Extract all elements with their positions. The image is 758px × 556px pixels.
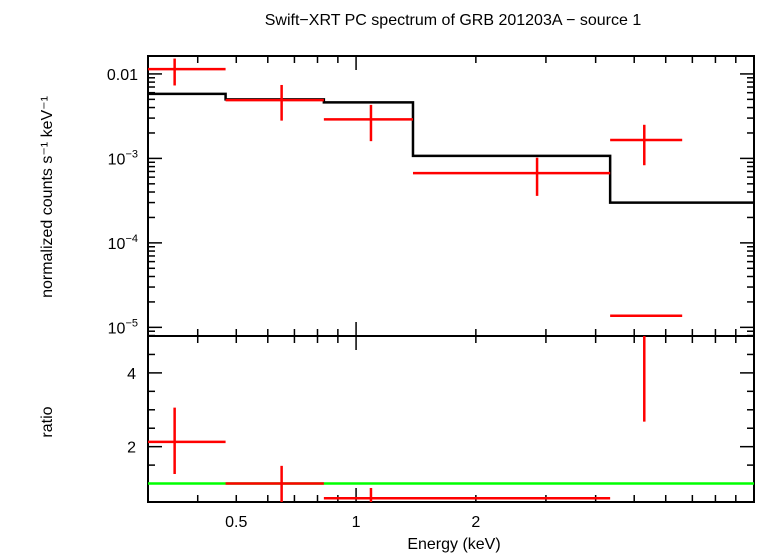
ratio-point <box>323 487 611 502</box>
chart-title: Swift−XRT PC spectrum of GRB 201203A − s… <box>265 12 642 29</box>
model-step-path <box>148 92 754 204</box>
ratio-data-points <box>148 314 683 502</box>
y-tick-exponent: −3 <box>125 148 138 160</box>
top-panel-frame <box>147 55 755 337</box>
top-y-tick-labels: 0.01 10−3 10−4 10−5 <box>107 67 138 337</box>
ratio-y-tick-labels: 24 <box>127 366 136 457</box>
y-tick-label: 0.01 <box>107 67 138 84</box>
data-point <box>148 58 226 86</box>
y-tick-exponent: −5 <box>125 317 138 329</box>
ratio-point <box>225 465 324 502</box>
bottom-panel-ticks <box>147 335 754 502</box>
bottom-y-axis-label: ratio <box>39 406 56 437</box>
y-tick-label: 2 <box>127 440 136 457</box>
bottom-panel-frame <box>147 335 755 503</box>
x-tick-label: 2 <box>471 514 480 531</box>
ratio-point <box>610 314 683 422</box>
x-tick-labels: 0.5 1 2 <box>225 514 480 531</box>
x-tick-label: 0.5 <box>225 514 247 531</box>
x-axis-label: Energy (keV) <box>407 536 500 553</box>
y-tick-exponent: −4 <box>125 233 138 245</box>
y-tick-label: 10−4 <box>108 233 138 253</box>
top-data-points <box>148 58 683 196</box>
data-point <box>225 84 324 121</box>
data-point <box>610 124 683 166</box>
x-tick-label: 1 <box>352 514 361 531</box>
top-y-axis-label: normalized counts s⁻¹ keV⁻¹ <box>39 96 56 298</box>
ratio-point <box>148 407 226 474</box>
model-step-line <box>148 92 754 204</box>
y-tick-label: 10−5 <box>108 317 138 337</box>
y-tick-label: 4 <box>127 366 136 383</box>
y-tick-label: 10−3 <box>108 148 138 168</box>
data-point <box>323 104 413 142</box>
data-point <box>412 157 611 196</box>
top-panel-ticks <box>147 56 754 337</box>
